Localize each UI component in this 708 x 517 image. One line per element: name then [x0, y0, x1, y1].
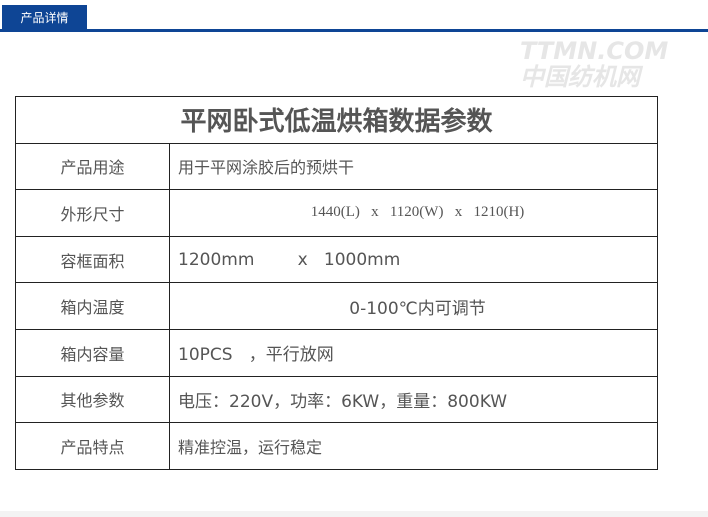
table-row: 箱内温度 0-100℃内可调节 [15, 282, 658, 330]
table-title-row: 平网卧式低温烘箱数据参数 [15, 96, 658, 144]
tab-product-details[interactable]: 产品详情 [2, 5, 87, 30]
table-row: 产品用途 用于平网涂胶后的预烘干 [15, 142, 658, 191]
row-value: 10PCS ，平行放网 [169, 328, 658, 377]
spec-table: 平网卧式低温烘箱数据参数 产品用途 用于平网涂胶后的预烘干 外形尺寸 1440(L)… [15, 96, 658, 470]
tab-underline [0, 29, 708, 32]
row-label: 其他参数 [15, 375, 170, 424]
row-value: 0-100℃内可调节 [169, 282, 658, 330]
table-row: 外形尺寸 1440(L) x 1120(W) x 1210(H) [15, 189, 658, 237]
table-row: 产品特点 精准控温，运行稳定 [15, 422, 658, 470]
tab-bar: 产品详情 [0, 0, 708, 33]
row-label: 箱内温度 [15, 282, 170, 330]
row-value: 1200mm x 1000mm [169, 235, 658, 284]
watermark-text: TTMN.COM [520, 37, 669, 65]
row-label: 容框面积 [15, 235, 170, 284]
row-label: 箱内容量 [15, 328, 170, 377]
table-row: 箱内容量 10PCS ，平行放网 [15, 328, 658, 377]
row-value: 1440(L) x 1120(W) x 1210(H) [169, 189, 658, 237]
table-row: 容框面积 1200mm x 1000mm [15, 235, 658, 284]
watermark-logo: TTMN.COM 中国纺机网 [520, 38, 668, 90]
row-label: 产品特点 [15, 422, 170, 470]
watermark-subtext: 中国纺机网 [520, 63, 640, 91]
bottom-divider [0, 511, 708, 517]
table-row: 其他参数 电压：220V，功率：6KW，重量：800KW [15, 375, 658, 424]
row-value: 电压：220V，功率：6KW，重量：800KW [169, 375, 658, 424]
row-label: 产品用途 [15, 142, 170, 191]
row-value: 用于平网涂胶后的预烘干 [169, 142, 658, 191]
row-value: 精准控温，运行稳定 [169, 422, 658, 470]
table-title: 平网卧式低温烘箱数据参数 [15, 96, 658, 144]
row-label: 外形尺寸 [15, 189, 170, 237]
